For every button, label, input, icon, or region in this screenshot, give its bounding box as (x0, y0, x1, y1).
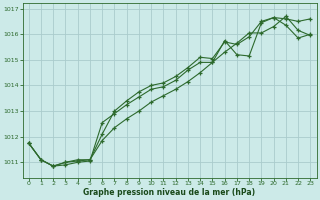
X-axis label: Graphe pression niveau de la mer (hPa): Graphe pression niveau de la mer (hPa) (84, 188, 256, 197)
